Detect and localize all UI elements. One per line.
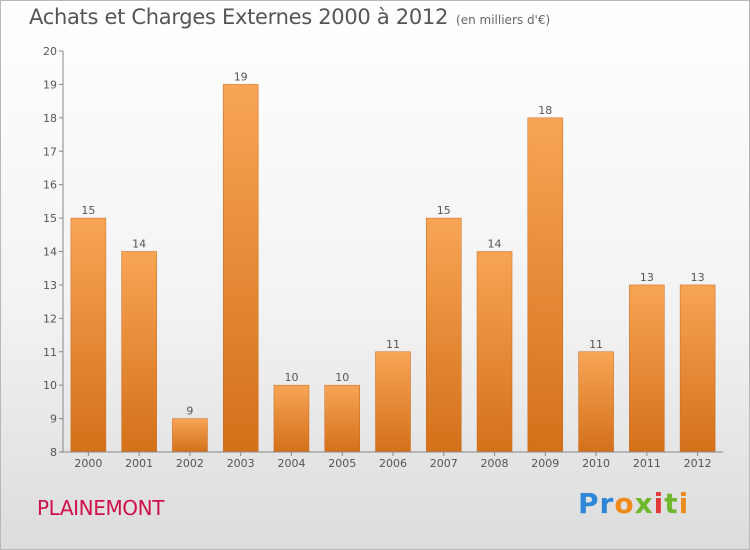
y-tick-label: 20 xyxy=(43,45,57,58)
x-tick-label: 2006 xyxy=(379,457,407,470)
x-tick-label: 2010 xyxy=(582,457,610,470)
bar-2007 xyxy=(426,217,462,453)
bar-value-label: 10 xyxy=(335,371,349,384)
y-axis: 8 9 10 11 12 13 14 15 16 17 18 19 20 xyxy=(43,45,64,459)
bar-value-label: 13 xyxy=(691,271,705,284)
bar-value-label: 18 xyxy=(538,104,552,117)
bar-value-label: 15 xyxy=(81,204,95,217)
proxiti-logo[interactable]: Proxiti xyxy=(578,487,690,520)
bar-2004 xyxy=(273,384,310,453)
commune-name: PLAINEMONT xyxy=(37,496,165,520)
x-tick-label: 2004 xyxy=(277,457,305,470)
bar-value-label: 19 xyxy=(234,70,248,83)
bar-value-label: 10 xyxy=(284,371,298,384)
bar-2010 xyxy=(578,351,614,453)
x-tick-label: 2001 xyxy=(125,457,153,470)
bar-2005 xyxy=(324,384,360,453)
y-tick-label: 8 xyxy=(50,446,57,459)
x-tick-label: 2009 xyxy=(531,457,559,470)
bar-2002 xyxy=(172,418,208,453)
bar-value-label: 14 xyxy=(132,238,146,251)
bar-2000 xyxy=(70,217,107,453)
x-tick-label: 2008 xyxy=(481,457,509,470)
bars: 15 14 9 19 10 10 11 15 14 18 11 13 13 xyxy=(70,70,716,453)
bar-2008 xyxy=(476,251,513,453)
chart-title: Achats et Charges Externes 2000 à 2012 (e… xyxy=(29,5,550,29)
x-tick-label: 2011 xyxy=(633,457,661,470)
x-tick-label: 2002 xyxy=(176,457,204,470)
bar-2011 xyxy=(629,284,665,453)
x-axis: 2000 2001 2002 2003 2004 2005 2006 2007 2008 2009… xyxy=(63,451,723,470)
y-tick-label: 18 xyxy=(43,112,57,125)
x-tick-label: 2003 xyxy=(227,457,255,470)
chart-title-text: Achats et Charges Externes 2000 à 2012 xyxy=(29,5,449,29)
y-tick-label: 9 xyxy=(50,413,57,426)
y-tick-label: 12 xyxy=(43,312,57,325)
y-tick-label: 16 xyxy=(43,179,57,192)
bar-value-label: 13 xyxy=(640,271,654,284)
bar-value-label: 11 xyxy=(386,338,400,351)
bar-value-label: 14 xyxy=(488,238,502,251)
y-tick-label: 17 xyxy=(43,145,57,158)
bar-value-label: 9 xyxy=(186,405,193,418)
y-tick-label: 19 xyxy=(43,78,57,91)
bar-value-label: 11 xyxy=(589,338,603,351)
chart-unit: (en milliers d'€) xyxy=(456,13,551,27)
x-tick-label: 2012 xyxy=(684,457,712,470)
x-tick-label: 2007 xyxy=(430,457,458,470)
y-tick-label: 15 xyxy=(43,212,57,225)
y-tick-label: 13 xyxy=(43,279,57,292)
bar-2003 xyxy=(222,84,259,453)
bar-value-label: 15 xyxy=(437,204,451,217)
bar-2006 xyxy=(375,351,411,453)
y-tick-label: 14 xyxy=(43,246,57,259)
bar-2009 xyxy=(527,117,564,453)
bar-2012 xyxy=(679,284,716,453)
bar-2001 xyxy=(121,251,157,453)
x-tick-label: 2000 xyxy=(74,457,102,470)
x-tick-label: 2005 xyxy=(328,457,356,470)
y-tick-label: 10 xyxy=(43,379,57,392)
y-tick-label: 11 xyxy=(43,346,57,359)
